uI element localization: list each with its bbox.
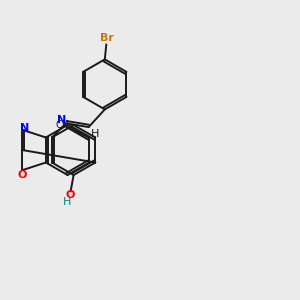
- Text: N: N: [20, 123, 29, 133]
- Text: Br: Br: [100, 33, 114, 43]
- Text: O: O: [65, 190, 74, 200]
- Text: H: H: [63, 197, 71, 207]
- Text: H: H: [91, 129, 99, 139]
- Text: N: N: [57, 115, 66, 124]
- Text: O: O: [17, 170, 27, 180]
- Text: CH₃: CH₃: [55, 120, 73, 130]
